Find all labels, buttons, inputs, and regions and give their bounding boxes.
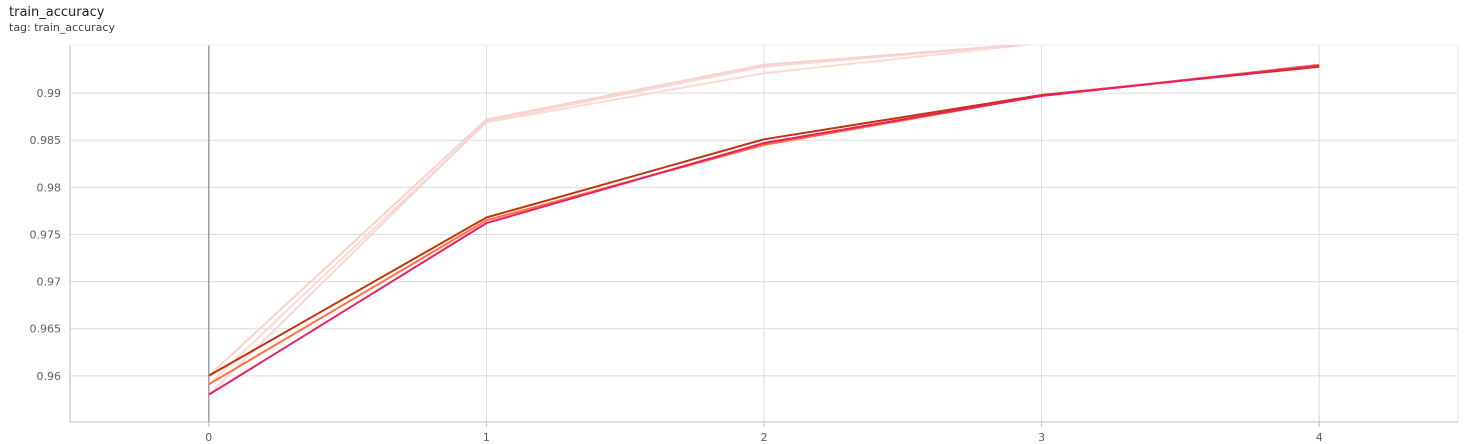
x-tick-label: 3 xyxy=(1038,431,1045,444)
y-tick-label: 0.975 xyxy=(30,228,62,241)
smoothing-raw-series xyxy=(208,45,1034,396)
x-tick-label: 1 xyxy=(483,431,490,444)
chart-tag-label: tag: train_accuracy xyxy=(9,21,115,34)
x-tick-label: 0 xyxy=(205,431,212,444)
faded-series-line-2 xyxy=(208,45,1034,386)
series-line-3[interactable] xyxy=(208,64,1320,396)
x-tick-label: 2 xyxy=(761,431,768,444)
y-tick-label: 0.985 xyxy=(30,134,62,147)
x-gridlines xyxy=(208,45,1320,422)
x-tick-label: 4 xyxy=(1316,431,1323,444)
y-tick-label: 0.96 xyxy=(37,370,62,383)
y-tick-label: 0.98 xyxy=(37,181,62,194)
y-tick-label: 0.97 xyxy=(37,276,62,289)
faded-series-line-3 xyxy=(208,45,1032,396)
y-tick-labels: 0.96 0.965 0.97 0.975 0.98 0.985 0.99 xyxy=(30,87,62,383)
axes xyxy=(69,44,1459,427)
y-tick-label: 0.965 xyxy=(30,323,62,336)
x-tick-labels: 0 1 2 3 4 xyxy=(205,431,1322,444)
series-lines xyxy=(208,63,1320,396)
chart-title: train_accuracy xyxy=(9,5,105,20)
y-tick-label: 0.99 xyxy=(37,87,62,100)
